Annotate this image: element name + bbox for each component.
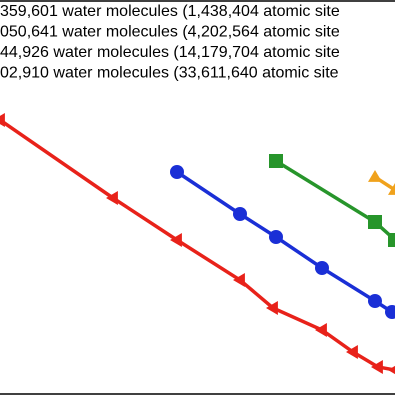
point — [106, 191, 118, 205]
series-line — [176, 170, 393, 314]
point — [170, 233, 182, 247]
point — [368, 215, 382, 229]
point — [368, 294, 382, 308]
point — [388, 365, 395, 375]
legend-label: 02,910 water molecules (33,611,640 atomi… — [0, 65, 339, 82]
point — [233, 207, 247, 221]
legend-label: 050,641 water molecules (4,202,564 atomi… — [0, 24, 340, 41]
point — [388, 183, 395, 195]
point — [346, 345, 358, 359]
point — [269, 230, 283, 244]
point — [266, 301, 278, 315]
point — [170, 165, 184, 179]
point — [385, 305, 395, 319]
legend-label: 359,601 water molecules (1,438,404 atomi… — [0, 3, 340, 20]
point — [315, 323, 327, 337]
point — [371, 360, 383, 374]
point — [315, 261, 329, 275]
point — [0, 113, 5, 127]
legend-label: 44,926 water molecules (14,179,704 atomi… — [0, 44, 340, 61]
point — [233, 273, 245, 287]
point — [269, 154, 283, 168]
point — [388, 233, 395, 247]
series-line — [0, 118, 395, 372]
point — [368, 170, 382, 182]
